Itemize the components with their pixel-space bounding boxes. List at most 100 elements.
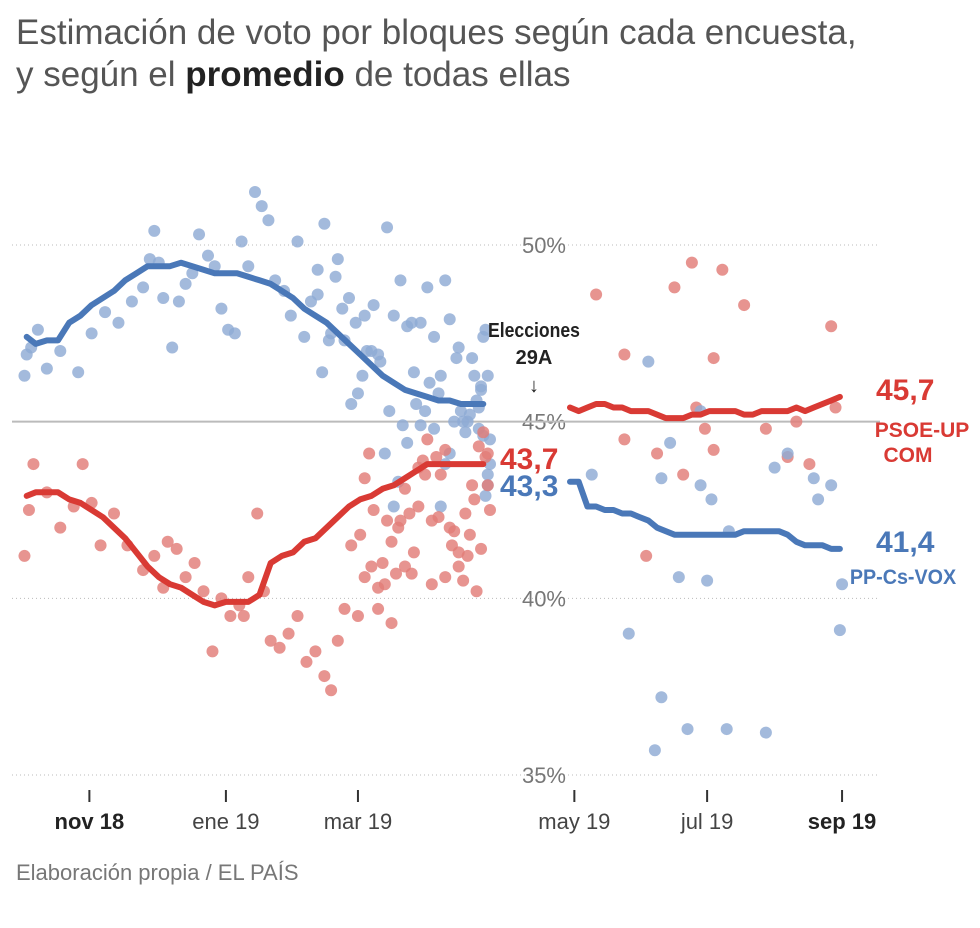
chart-labels: Elecciones 29A ↓ 43,7 43,3 45,7 PSOE-UP … xyxy=(488,319,969,589)
poll-dot-psoe-0-72 xyxy=(434,468,447,481)
poll-dot-pp-1-13 xyxy=(807,472,820,485)
poll-dot-psoe-0-88 xyxy=(363,447,376,460)
poll-dot-pp-0-59 xyxy=(450,352,463,365)
poll-dot-pp-0-3 xyxy=(31,323,44,336)
poll-dot-psoe-0-61 xyxy=(481,479,494,492)
poll-dot-pp-0-15 xyxy=(157,292,170,304)
poll-dot-pp-0-68 xyxy=(481,369,494,382)
poll-dot-psoe-0-17 xyxy=(188,557,201,569)
poll-dot-pp-0-11 xyxy=(137,281,150,294)
poll-dot-pp-1-3 xyxy=(648,744,661,757)
poll-dot-pp-0-40 xyxy=(329,270,342,283)
poll-dot-psoe-1-8 xyxy=(707,352,720,365)
poll-dot-pp-0-43 xyxy=(349,316,362,329)
poll-dot-pp-0-56 xyxy=(434,369,447,382)
poll-dot-pp-0-16 xyxy=(166,341,179,354)
poll-dot-psoe-0-1 xyxy=(22,504,35,516)
poll-dot-pp-0-35 xyxy=(298,330,311,343)
poll-dot-pp-1-14 xyxy=(812,493,825,506)
poll-dot-psoe-0-62 xyxy=(479,451,492,463)
source-credit: Elaboración propia / EL PAÍS xyxy=(16,860,299,885)
poll-dot-pp-0-9 xyxy=(112,316,125,329)
poll-dot-pp-0-85 xyxy=(434,500,447,513)
poll-dot-psoe-0-54 xyxy=(459,507,472,520)
poll-dot-psoe-0-36 xyxy=(338,602,351,615)
poll-dot-psoe-0-29 xyxy=(282,627,295,640)
poll-dot-psoe-0-41 xyxy=(372,602,385,615)
poll-dot-pp-0-101 xyxy=(358,309,371,322)
poll-dot-pp-0-62 xyxy=(466,352,479,365)
poll-dot-psoe-0-78 xyxy=(407,546,420,559)
y-tick-label-50: 50% xyxy=(522,233,566,258)
poll-dot-pp-0-105 xyxy=(331,253,344,266)
poll-dot-pp-1-1 xyxy=(622,627,635,640)
annotation-29a: 29A xyxy=(516,347,553,369)
x-tick-label-0-1: ene 19 xyxy=(192,809,259,834)
poll-dot-psoe-0-6 xyxy=(76,458,89,471)
poll-dot-psoe-0-73 xyxy=(430,451,443,463)
poll-dot-psoe-0-40 xyxy=(365,560,378,573)
poll-dot-pp-0-17 xyxy=(172,295,185,308)
average-line-pp-cs-vox-after xyxy=(567,478,843,552)
poll-dot-pp-0-82 xyxy=(448,415,461,428)
poll-dot-pp-0-102 xyxy=(351,387,364,400)
y-tick-label-40: 40% xyxy=(522,586,566,611)
poll-dot-psoe-0-8 xyxy=(94,539,107,552)
poll-dot-pp-1-15 xyxy=(825,479,838,492)
poll-dot-pp-1-21 xyxy=(705,493,718,506)
poll-dot-pp-1-2 xyxy=(642,355,655,368)
poll-dot-pp-0-13 xyxy=(148,224,161,237)
poll-dot-pp-0-91 xyxy=(410,398,423,410)
poll-dot-psoe-0-4 xyxy=(54,521,67,534)
poll-dot-pp-0-98 xyxy=(378,447,391,460)
poll-dot-psoe-0-84 xyxy=(381,514,394,527)
poll-dot-psoe-0-83 xyxy=(385,617,398,630)
poll-dots xyxy=(18,186,849,757)
annotation-elecciones: Elecciones xyxy=(488,319,580,341)
poll-dot-pp-0-88 xyxy=(423,376,436,389)
poll-dot-pp-0-96 xyxy=(387,500,400,513)
poll-dot-pp-0-107 xyxy=(318,217,331,230)
poll-dot-pp-0-80 xyxy=(457,415,470,428)
poll-dot-pp-0-93 xyxy=(401,436,414,449)
poll-dot-psoe-0-60 xyxy=(484,504,496,516)
poll-dot-pp-0-42 xyxy=(343,292,355,304)
poll-dot-pp-0-8 xyxy=(99,306,112,319)
poll-dot-pp-0-57 xyxy=(439,274,452,287)
poll-dot-pp-0-54 xyxy=(421,281,434,294)
poll-dot-psoe-0-28 xyxy=(273,641,286,654)
chart-title-bold-word: promedio xyxy=(185,55,345,94)
poll-dot-pp-0-4 xyxy=(40,362,53,375)
poll-dot-psoe-1-18 xyxy=(677,468,690,481)
poll-dot-psoe-1-2 xyxy=(640,549,653,562)
poll-dot-psoe-1-5 xyxy=(716,263,729,276)
poll-dot-psoe-1-16 xyxy=(618,433,631,446)
poll-dot-psoe-0-46 xyxy=(405,567,418,580)
poll-dot-pp-0-49 xyxy=(387,309,400,322)
poll-dot-psoe-0-67 xyxy=(457,574,470,587)
poll-dot-pp-0-77 xyxy=(468,369,481,382)
poll-dot-pp-0-79 xyxy=(459,426,472,439)
poll-dot-pp-0-71 xyxy=(481,468,494,481)
poll-dot-psoe-0-15 xyxy=(170,542,183,555)
poll-dot-pp-1-10 xyxy=(759,726,772,739)
bloc-label-pp-cs-vox: PP-Cs-VOX xyxy=(850,566,957,589)
chart-title-line1: Estimación de voto por bloques según cad… xyxy=(16,13,857,52)
poll-dot-psoe-1-3 xyxy=(668,281,681,294)
poll-dot-pp-0-50 xyxy=(394,274,407,287)
poll-dot-psoe-0-24 xyxy=(242,571,255,584)
poll-dot-psoe-0-87 xyxy=(367,504,380,516)
poll-dot-pp-0-81 xyxy=(452,341,465,354)
bloc-label-psoe-up: PSOE-UP xyxy=(875,419,970,442)
poll-dot-pp-0-90 xyxy=(414,419,427,432)
poll-dot-psoe-0-14 xyxy=(161,535,174,548)
poll-dot-pp-0-100 xyxy=(365,345,378,357)
poll-dot-pp-0-75 xyxy=(475,383,488,396)
poll-dot-psoe-0-85 xyxy=(376,557,389,569)
poll-dot-psoe-0-55 xyxy=(463,528,476,541)
poll-dot-pp-1-5 xyxy=(664,436,677,449)
poll-dot-psoe-0-79 xyxy=(403,507,416,520)
poll-dot-psoe-0-71 xyxy=(439,443,452,456)
poll-dot-psoe-1-9 xyxy=(738,299,751,312)
poll-dot-pp-0-89 xyxy=(419,405,432,418)
